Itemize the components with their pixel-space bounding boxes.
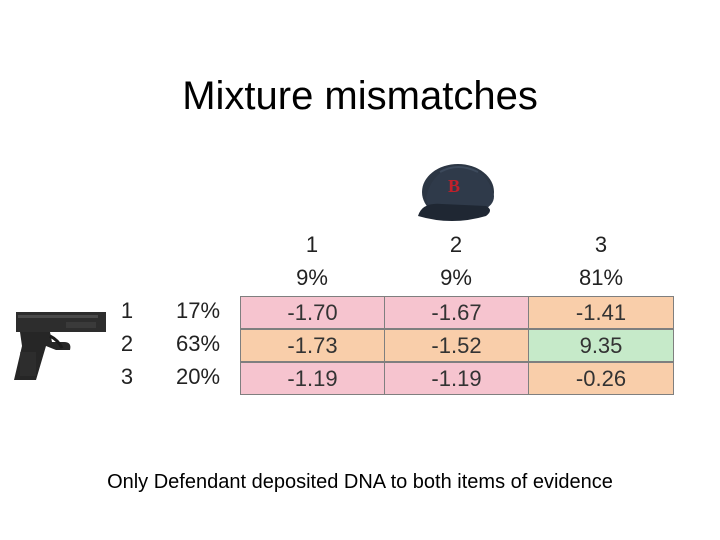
row-header-index: 2: [120, 331, 134, 356]
column-header-percent: 81%: [578, 265, 624, 290]
table-cell: -1.41: [528, 296, 674, 329]
column-header-index: 3: [594, 232, 608, 257]
table-cell: -1.19: [240, 362, 385, 395]
table-cell: 9.35: [528, 329, 674, 362]
table-cell: -0.26: [528, 362, 674, 395]
table-cell: -1.52: [384, 329, 529, 362]
column-header-percent: 9%: [296, 265, 328, 290]
caption: Only Defendant deposited DNA to both ite…: [107, 471, 613, 493]
table-cell: -1.70: [240, 296, 385, 329]
baseball-cap-image: B: [418, 164, 494, 221]
column-header-percent: 9%: [440, 265, 472, 290]
column-header-index: 1: [305, 232, 319, 257]
column-header-index: 2: [449, 232, 463, 257]
row-header-percent: 63%: [175, 331, 221, 356]
row-header-percent: 20%: [175, 364, 221, 389]
slide-title: Mixture mismatches: [182, 74, 538, 118]
handgun-image: [14, 312, 106, 380]
table-cell: -1.73: [240, 329, 385, 362]
row-header-index: 1: [120, 298, 134, 323]
svg-text:B: B: [448, 176, 460, 196]
table-cell: -1.19: [384, 362, 529, 395]
row-header-index: 3: [120, 364, 134, 389]
row-header-percent: 17%: [175, 298, 221, 323]
table-cell: -1.67: [384, 296, 529, 329]
